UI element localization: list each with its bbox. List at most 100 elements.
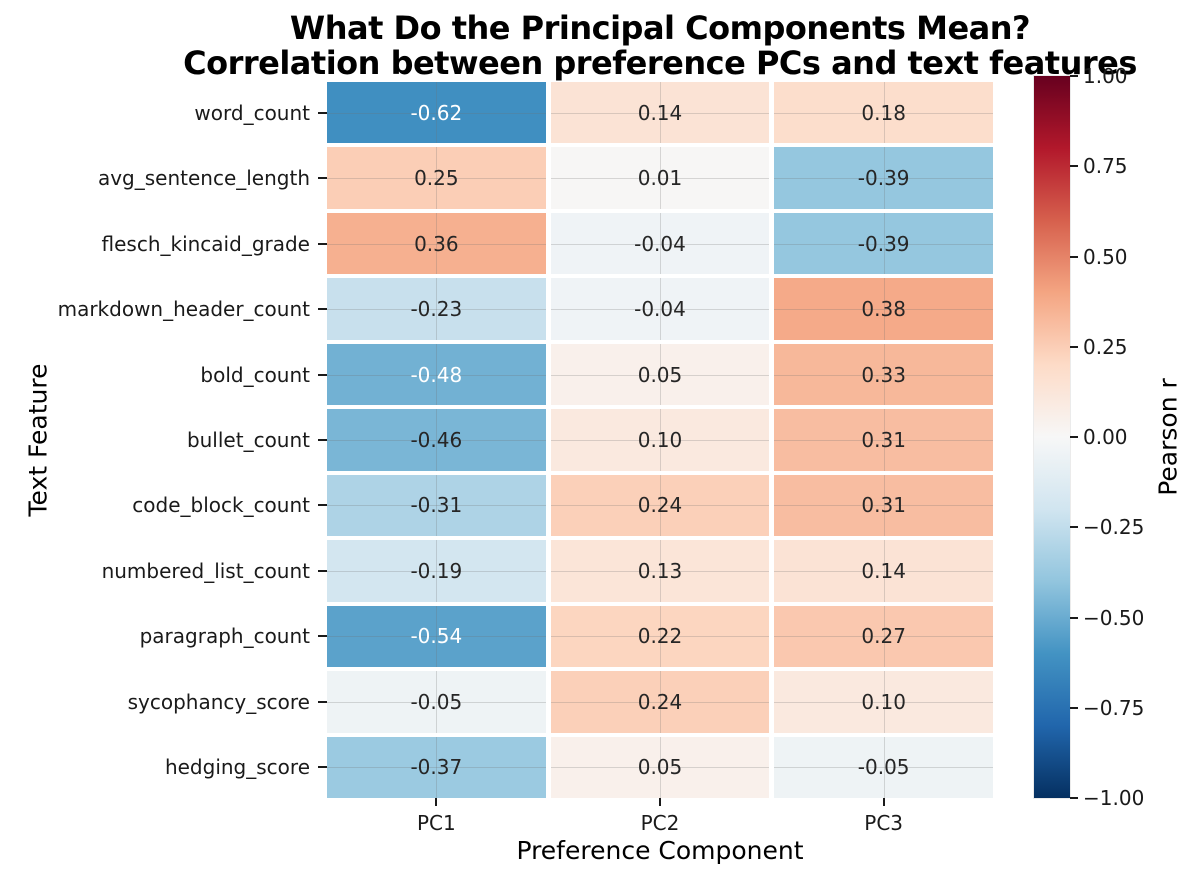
y-tick-label-flesch_kincaid_grade: flesch_kincaid_grade bbox=[101, 231, 311, 256]
heatmap-cell-paragraph_count-PC3: 0.27 bbox=[774, 605, 993, 668]
y-tick-mark bbox=[318, 569, 327, 572]
heatmap-cell-avg_sentence_length-PC1: 0.25 bbox=[327, 147, 546, 210]
chart-title: What Do the Principal Components Mean? bbox=[289, 9, 1031, 47]
cell-value: 0.31 bbox=[861, 493, 906, 518]
heatmap-cell-word_count-PC1: -0.62 bbox=[327, 82, 546, 144]
y-tick-label-code_block_count: code_block_count bbox=[132, 493, 310, 518]
x-tick-mark bbox=[882, 798, 885, 806]
cell-value: 0.14 bbox=[861, 558, 906, 583]
heatmap-cell-code_block_count-PC2: 0.24 bbox=[550, 474, 770, 537]
heatmap-cell-flesch_kincaid_grade-PC1: 0.36 bbox=[327, 212, 546, 275]
cell-value: 0.05 bbox=[637, 362, 683, 387]
chart-subtitle: Correlation between preference PCs and t… bbox=[183, 44, 1137, 82]
colorbar-tick-mark bbox=[1070, 526, 1078, 529]
colorbar-tick-mark bbox=[1070, 797, 1078, 799]
heatmap-cell-numbered_list_count-PC3: 0.14 bbox=[774, 540, 993, 603]
x-tick-label-PC3: PC3 bbox=[864, 811, 904, 835]
y-tick-label-markdown_header_count: markdown_header_count bbox=[57, 297, 310, 322]
colorbar-tick-mark bbox=[1070, 75, 1078, 77]
cell-value: 0.25 bbox=[414, 166, 459, 191]
colorbar-tick-mark bbox=[1070, 165, 1078, 168]
cell-value: -0.46 bbox=[410, 427, 463, 452]
cell-value: -0.48 bbox=[410, 362, 463, 387]
cell-value: -0.39 bbox=[857, 166, 910, 191]
x-tick-label-PC1: PC1 bbox=[416, 811, 456, 835]
heatmap-cell-paragraph_count-PC2: 0.22 bbox=[550, 605, 770, 668]
chart-title-block: What Do the Principal Components Mean? C… bbox=[127, 11, 1193, 81]
colorbar-tick-label: 1.00 bbox=[1083, 64, 1128, 88]
heatmap-cell-sycophancy_score-PC1: -0.05 bbox=[327, 671, 546, 733]
cell-value: -0.37 bbox=[410, 755, 463, 780]
cell-value: -0.05 bbox=[410, 689, 463, 714]
heatmap-cell-sycophancy_score-PC3: 0.10 bbox=[774, 671, 993, 733]
cell-value: 0.18 bbox=[861, 100, 906, 125]
cell-value: 0.22 bbox=[637, 624, 683, 649]
colorbar-tick-label: 0.75 bbox=[1083, 154, 1128, 179]
x-tick-mark bbox=[435, 798, 438, 806]
cell-value: -0.19 bbox=[410, 558, 463, 583]
heatmap-cell-flesch_kincaid_grade-PC3: -0.39 bbox=[774, 212, 993, 275]
cell-value: -0.23 bbox=[410, 297, 463, 322]
y-tick-mark bbox=[318, 373, 327, 376]
y-tick-mark bbox=[318, 635, 327, 638]
cell-value: -0.39 bbox=[857, 231, 910, 256]
heatmap-cell-word_count-PC2: 0.14 bbox=[550, 82, 770, 144]
colorbar bbox=[1034, 76, 1070, 798]
y-tick-label-avg_sentence_length: avg_sentence_length bbox=[97, 166, 310, 191]
cell-value: 0.14 bbox=[637, 100, 683, 125]
heatmap-cell-markdown_header_count-PC2: -0.04 bbox=[550, 278, 770, 341]
heatmap-cell-numbered_list_count-PC2: 0.13 bbox=[550, 540, 770, 603]
y-tick-mark bbox=[318, 111, 327, 114]
heatmap-cell-bold_count-PC3: 0.33 bbox=[774, 343, 993, 406]
colorbar-label: Pearson r bbox=[1153, 378, 1183, 496]
y-tick-mark bbox=[318, 766, 327, 769]
cell-value: -0.31 bbox=[410, 493, 463, 518]
cell-value: -0.05 bbox=[857, 755, 910, 780]
colorbar-tick-label: −0.75 bbox=[1083, 695, 1145, 720]
colorbar-tick-label: 0.00 bbox=[1083, 425, 1128, 449]
y-tick-mark bbox=[318, 439, 327, 441]
cell-value: 0.05 bbox=[637, 755, 683, 780]
heatmap-cell-code_block_count-PC3: 0.31 bbox=[774, 474, 993, 537]
y-axis-label: Text Feature bbox=[23, 363, 53, 517]
y-tick-mark bbox=[318, 308, 327, 311]
heatmap-cell-flesch_kincaid_grade-PC2: -0.04 bbox=[550, 212, 770, 275]
cell-value: 0.01 bbox=[637, 166, 683, 191]
colorbar-tick-label: 0.25 bbox=[1083, 334, 1128, 359]
heatmap-cell-markdown_header_count-PC3: 0.38 bbox=[774, 278, 993, 341]
cell-value: 0.13 bbox=[637, 558, 683, 583]
colorbar-tick-label: −0.25 bbox=[1083, 515, 1145, 540]
heatmap-cell-numbered_list_count-PC1: -0.19 bbox=[327, 540, 546, 603]
cell-value: 0.24 bbox=[637, 689, 683, 714]
heatmap-cell-bullet_count-PC3: 0.31 bbox=[774, 409, 993, 472]
y-tick-mark bbox=[318, 504, 327, 507]
colorbar-tick-label: 0.50 bbox=[1083, 244, 1128, 269]
cell-value: -0.62 bbox=[410, 100, 463, 125]
y-tick-label-bullet_count: bullet_count bbox=[186, 428, 310, 452]
y-tick-mark bbox=[318, 177, 327, 180]
colorbar-tick-mark bbox=[1070, 706, 1078, 709]
colorbar-tick-mark bbox=[1070, 345, 1078, 348]
y-tick-label-word_count: word_count bbox=[194, 100, 310, 125]
y-tick-label-hedging_score: hedging_score bbox=[164, 755, 310, 780]
y-tick-mark bbox=[318, 700, 327, 703]
y-tick-label-paragraph_count: paragraph_count bbox=[139, 624, 310, 649]
colorbar-tick-mark bbox=[1070, 436, 1078, 438]
heatmap-cell-hedging_score-PC2: 0.05 bbox=[550, 736, 770, 799]
cell-value: -0.54 bbox=[410, 624, 463, 649]
heatmap-cell-hedging_score-PC1: -0.37 bbox=[327, 736, 546, 799]
colorbar-tick-mark bbox=[1070, 255, 1078, 258]
cell-value: 0.33 bbox=[861, 362, 906, 387]
cell-value: -0.04 bbox=[634, 297, 686, 322]
heatmap-cell-sycophancy_score-PC2: 0.24 bbox=[550, 671, 770, 733]
x-tick-label-PC2: PC2 bbox=[640, 811, 680, 835]
heatmap-cell-hedging_score-PC3: -0.05 bbox=[774, 736, 993, 799]
colorbar-gradient bbox=[1034, 76, 1070, 798]
cell-value: 0.38 bbox=[861, 297, 906, 322]
heatmap-cell-bold_count-PC1: -0.48 bbox=[327, 343, 546, 406]
cell-value: 0.24 bbox=[637, 493, 683, 518]
x-axis-label: Preference Component bbox=[516, 836, 804, 865]
heatmap-cell-avg_sentence_length-PC3: -0.39 bbox=[774, 147, 993, 210]
heatmap-cell-bold_count-PC2: 0.05 bbox=[550, 343, 770, 406]
